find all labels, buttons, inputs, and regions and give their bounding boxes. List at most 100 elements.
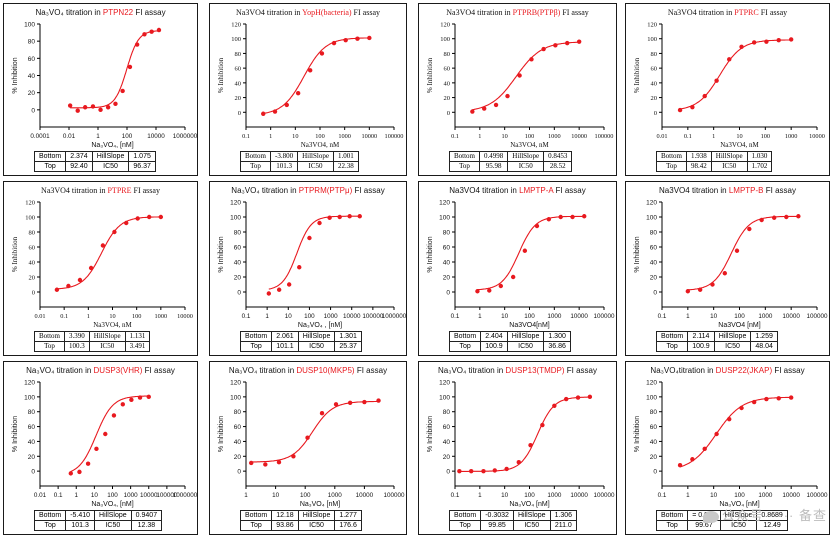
x-tick-label: 0.1	[451, 313, 460, 320]
data-point	[747, 226, 752, 232]
data-point	[124, 220, 129, 226]
param-name: Top	[448, 520, 482, 531]
enzyme-name: YopH(bacteria)	[302, 8, 352, 17]
y-tick-label: 100	[646, 394, 657, 401]
x-tick-label: 10000	[356, 492, 374, 499]
data-point	[516, 460, 521, 465]
x-axis-label: Na3VO4, nM	[720, 141, 759, 149]
chart-title: Na₃VO₄ titration in DUSP13(TMDP) FI assa…	[419, 366, 616, 375]
data-point	[457, 468, 462, 474]
x-tick-label: 10000	[147, 133, 165, 140]
title-text: Na3VO4 titration in	[449, 186, 520, 195]
param-name: HillSlope	[710, 151, 748, 162]
fit-curve	[70, 395, 149, 472]
param-name: Bottom	[448, 151, 481, 162]
y-tick-label: 100	[24, 22, 35, 29]
param-value: 1.001	[332, 151, 359, 162]
title-text: FI assay	[131, 186, 160, 195]
y-tick-label: 80	[650, 230, 658, 237]
y-tick-label: 0	[447, 110, 450, 117]
x-tick-label: 10	[109, 313, 115, 320]
x-tick-label: 1	[712, 133, 715, 140]
param-value: 99.85	[480, 520, 514, 531]
data-point	[739, 44, 744, 50]
chart-panel: Na₃VO₄ titration in DUSP3(VHR) FI assay 0…	[3, 361, 198, 535]
y-tick-label: 100	[25, 215, 35, 222]
x-tick-label: 1000	[124, 492, 139, 499]
y-tick-label: 80	[234, 409, 242, 416]
x-tick-label: 10000	[571, 133, 587, 140]
param-name: Top	[655, 341, 689, 352]
data-point	[343, 37, 348, 43]
param-value: 101.1	[271, 341, 299, 352]
data-point	[77, 469, 82, 475]
data-point	[492, 468, 497, 473]
title-text: Na₃VO₄ titration in	[26, 366, 94, 375]
data-point	[327, 215, 332, 220]
param-name: Top	[239, 161, 272, 172]
chart-title: Na3VO4 titration in LMPTP-A FI assay	[419, 186, 616, 195]
chart-svg: 0 20 40 60 80 100 120 0.1 1 10 100 1000 10000 100000 N…	[427, 380, 615, 509]
x-tick-label: 0.1	[658, 313, 667, 320]
data-point	[307, 235, 312, 241]
x-tick-label: 10	[272, 492, 280, 499]
x-tick-label: 1000	[328, 492, 343, 499]
param-name: IC50	[94, 520, 132, 531]
x-tick-label: 10000	[782, 313, 800, 320]
y-tick-label: 120	[646, 200, 657, 207]
x-tick-label: 100	[132, 313, 141, 320]
data-point	[517, 73, 522, 78]
y-tick-label: 80	[443, 409, 451, 416]
data-point	[534, 223, 540, 229]
param-value: 0.8453	[543, 151, 573, 162]
title-text: Na3VO4 titration in	[236, 8, 303, 17]
x-tick-label: 1	[87, 313, 90, 320]
x-tick-label: 0.0001	[30, 133, 50, 140]
param-value: 22.38	[332, 161, 359, 172]
chart-svg: 0 20 40 60 80 100 120 0.1 1 10 100 1000 10000 100000 N…	[634, 200, 828, 330]
data-point	[68, 471, 73, 476]
data-point	[82, 105, 88, 110]
fit-parameters-table: Bottom 12.18 HillSlope 1.277 Top 93.86 IC50 176…	[239, 510, 362, 531]
param-value: 211.0	[549, 520, 578, 531]
data-point	[469, 468, 474, 474]
data-point	[727, 57, 732, 62]
param-value: 12.49	[756, 520, 788, 531]
x-tick-label: 1000	[758, 492, 773, 499]
param-name: HillSlope	[507, 151, 545, 162]
param-value: 93.86	[271, 520, 299, 531]
y-tick-label: 120	[439, 200, 450, 207]
chart-title: Na₃VO₄ titration in DUSP10(MKP5) FI assa…	[210, 366, 406, 375]
data-point	[714, 431, 719, 437]
y-tick-label: 120	[646, 380, 657, 387]
chart-panel: Na3VO4 titration in YopH(bacteria) FI as…	[209, 3, 407, 176]
data-point	[734, 248, 740, 253]
param-value: 1.075	[128, 151, 156, 162]
param-value: 1.030	[746, 151, 773, 162]
x-tick-label: 1	[686, 313, 690, 320]
param-value: 92.40	[65, 161, 93, 172]
x-tick-label: 10000	[809, 133, 825, 140]
fit-curve	[679, 396, 792, 468]
data-point	[129, 397, 134, 403]
fit-curve	[477, 215, 585, 291]
param-value: 3.390	[64, 331, 90, 342]
data-point	[85, 461, 91, 466]
param-value: 25.37	[334, 341, 362, 352]
y-tick-label: 100	[646, 215, 657, 222]
param-value: 36.86	[543, 341, 571, 352]
fit-curve	[268, 215, 360, 290]
data-point	[697, 287, 703, 292]
param-value: 101.3	[65, 520, 96, 531]
y-axis-label: % Inhibition	[634, 236, 641, 272]
y-tick-label: 0	[31, 469, 35, 476]
data-point	[266, 291, 272, 296]
data-point	[295, 90, 301, 96]
data-point	[582, 214, 587, 219]
title-text: Na3VO4 titration in	[446, 8, 513, 17]
data-point	[510, 274, 516, 280]
x-tick-label: 1000000	[173, 492, 198, 499]
chart-svg: 0 20 40 60 80 100 120 0.1 1 10 100 1000 10000 100000 N…	[427, 200, 615, 330]
param-value: -0.3032	[480, 510, 514, 521]
data-point	[776, 37, 781, 43]
